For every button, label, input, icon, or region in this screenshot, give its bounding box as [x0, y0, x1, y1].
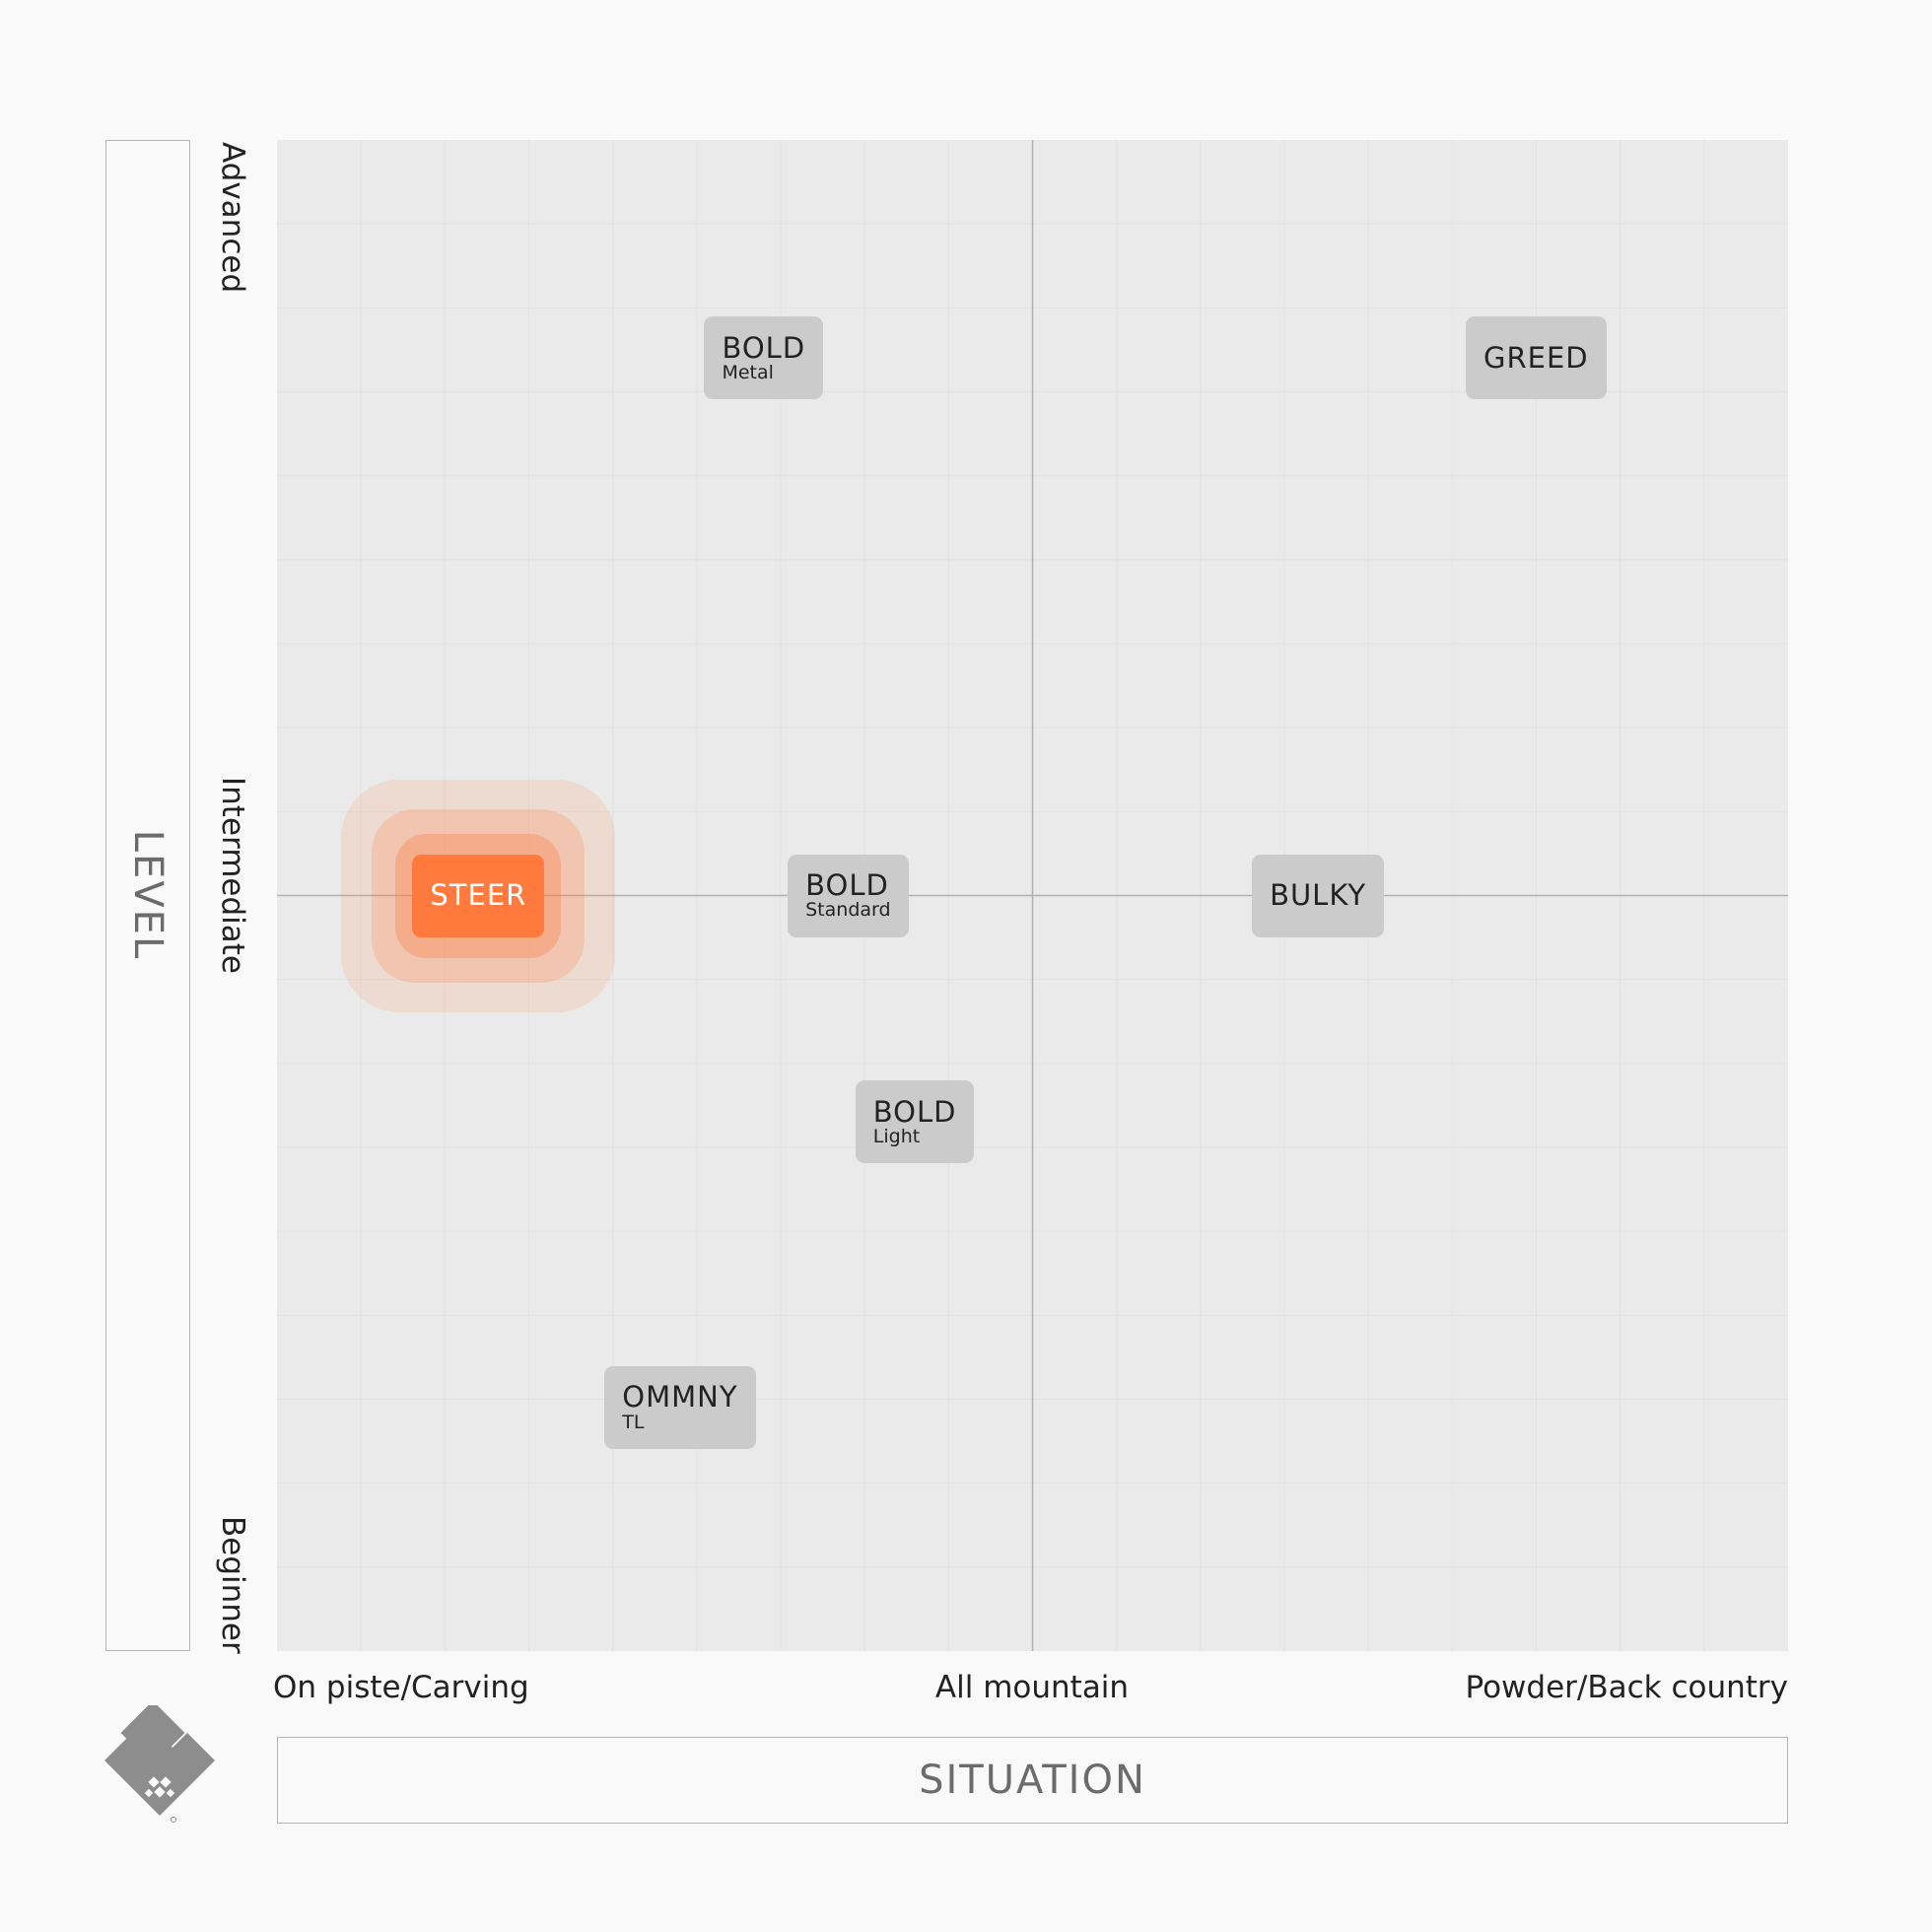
product-subname: Standard — [805, 899, 891, 922]
product-name: BULKY — [1270, 878, 1367, 913]
y-tick-intermediate: Intermediate — [215, 777, 250, 975]
product-bold-light[interactable]: BOLD Light — [855, 1080, 975, 1164]
y-axis-title-box — [105, 140, 190, 1651]
y-tick-beginner: Beginner — [215, 1516, 250, 1654]
x-tick-on-piste: On piste/Carving — [273, 1670, 529, 1705]
product-steer[interactable]: STEER — [412, 854, 545, 937]
brand-logo-icon — [104, 1705, 215, 1823]
product-subname: Metal — [722, 362, 774, 384]
x-tick-powder: Powder/Back country — [1465, 1670, 1788, 1705]
product-name: OMMNY — [622, 1380, 738, 1414]
product-name: GREED — [1484, 341, 1589, 376]
product-ommny-tl[interactable]: OMMNY TL — [604, 1366, 756, 1450]
x-axis-title: SITUATION — [919, 1758, 1146, 1803]
plot-area: BOLD Metal GREED STEER BOLD Standard BULKY BOLD… — [277, 140, 1788, 1651]
product-name: BOLD — [805, 867, 889, 902]
product-subname: TL — [622, 1411, 645, 1433]
x-axis-title-box: SITUATION — [277, 1737, 1788, 1824]
product-name: STEER — [430, 878, 527, 913]
product-greed[interactable]: GREED — [1466, 316, 1607, 400]
y-axis-title: LEVEL — [125, 829, 171, 961]
product-bold-metal[interactable]: BOLD Metal — [704, 316, 824, 400]
x-tick-all-mountain: All mountain — [934, 1670, 1130, 1705]
product-name: BOLD — [722, 330, 806, 365]
product-subname: Light — [872, 1126, 921, 1148]
grid — [277, 140, 1788, 1651]
product-bulky[interactable]: BULKY — [1252, 854, 1385, 937]
y-tick-advanced: Advanced — [215, 142, 250, 294]
product-bold-standard[interactable]: BOLD Standard — [788, 854, 909, 937]
product-name: BOLD — [872, 1094, 957, 1129]
